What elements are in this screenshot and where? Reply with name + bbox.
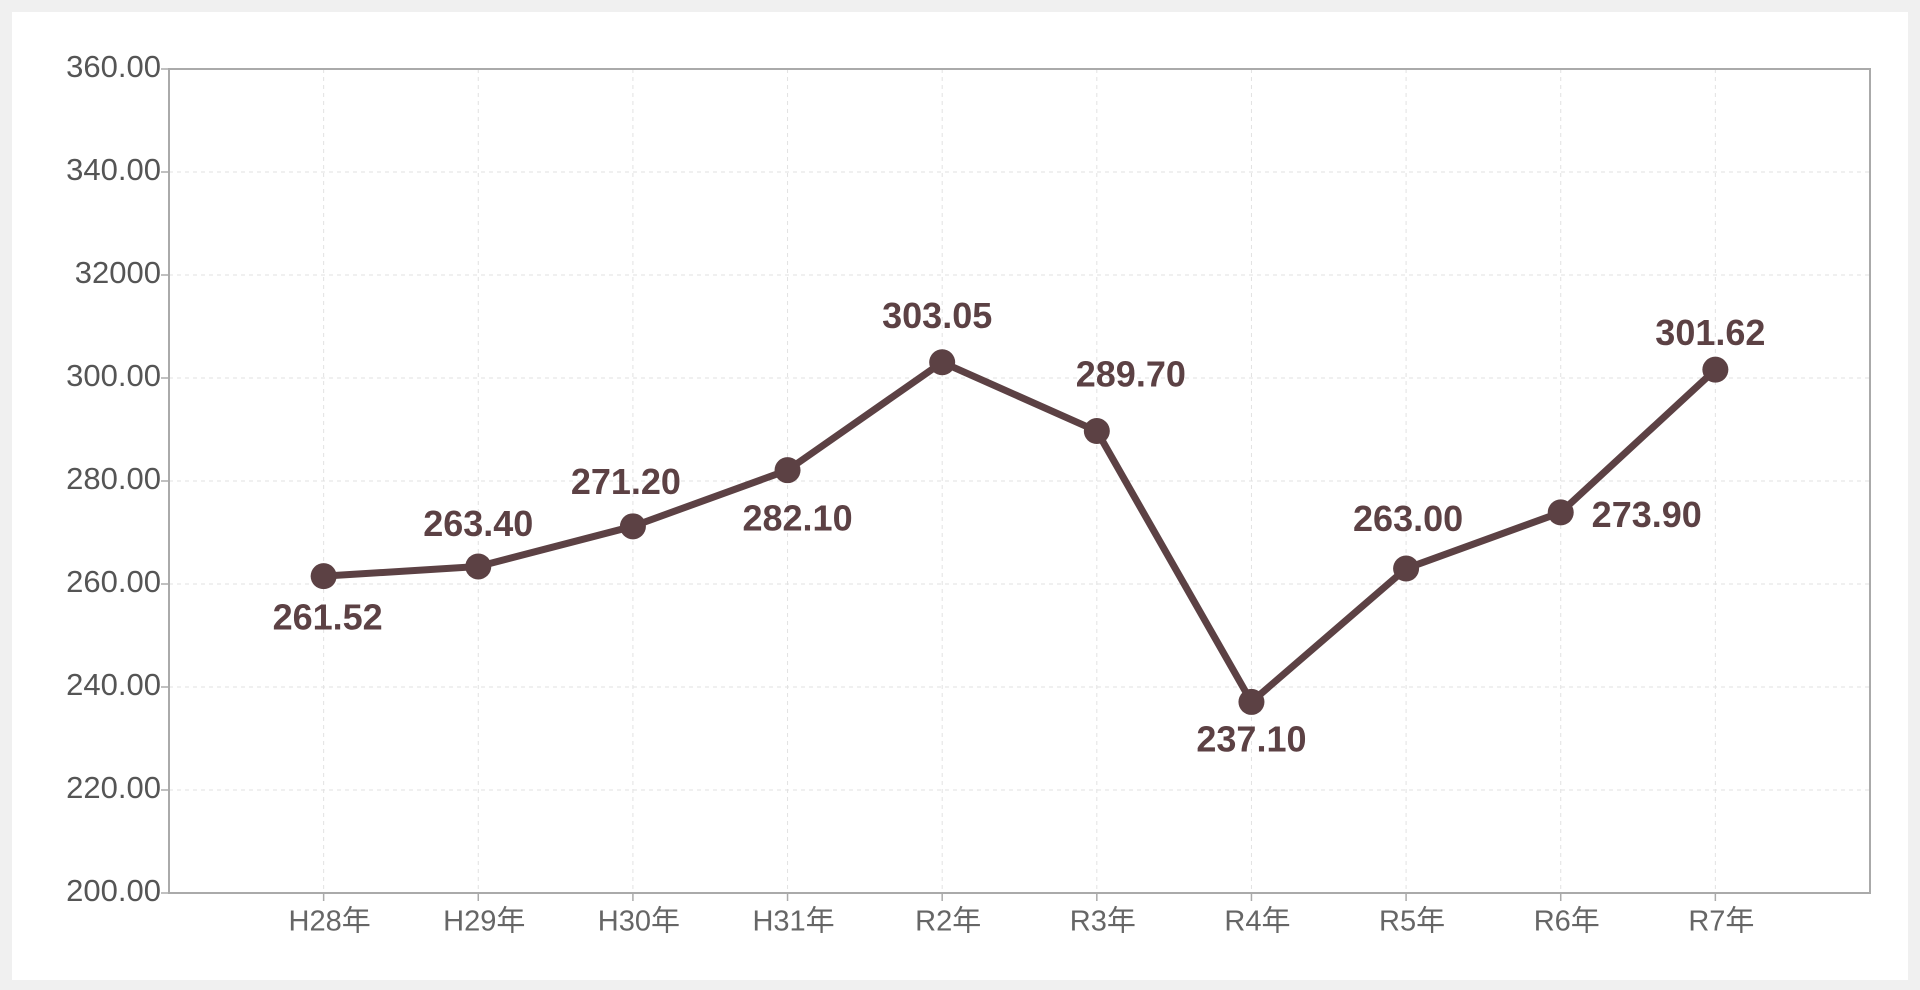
data-label: 263.00 — [1353, 498, 1463, 539]
y-tick-label: 280.00 — [66, 461, 161, 496]
y-tick-label: 32000 — [75, 255, 161, 290]
data-label: 237.10 — [1196, 718, 1306, 759]
point — [465, 553, 492, 580]
data-label: 303.05 — [882, 295, 992, 336]
y-tick-label: 220.00 — [66, 770, 161, 805]
x-tick-label: R4年 — [1224, 905, 1290, 938]
point — [929, 349, 956, 376]
x-tick-label: R3年 — [1070, 905, 1136, 938]
x-tick-label: R2年 — [915, 905, 981, 938]
y-tick-label: 360.00 — [66, 49, 161, 84]
x-tick-label: H31年 — [752, 905, 834, 938]
data-label: 289.70 — [1076, 354, 1186, 395]
x-tick-label: R5年 — [1379, 905, 1445, 938]
chart-panel — [12, 12, 1908, 980]
point — [1083, 418, 1110, 445]
line — [323, 358, 1718, 706]
data-label: 282.10 — [742, 498, 852, 539]
x-tick-label: H28年 — [289, 905, 371, 938]
point — [1547, 499, 1574, 526]
x-tick-label: R6年 — [1534, 905, 1600, 938]
y-tick-label: 260.00 — [66, 564, 161, 599]
x-tick-label: R7年 — [1688, 905, 1754, 938]
y-tick-label: 200.00 — [66, 873, 161, 908]
x-tick-label: H30年 — [598, 905, 680, 938]
data-label: 273.90 — [1592, 494, 1702, 535]
y-tick-label: 300.00 — [66, 358, 161, 393]
data-label: 263.40 — [423, 503, 533, 544]
plot-frame — [168, 68, 1871, 894]
y-tick-label: 340.00 — [66, 152, 161, 187]
data-label: 301.62 — [1655, 312, 1765, 353]
point — [1393, 555, 1420, 582]
data-label: 271.20 — [571, 461, 681, 502]
y-tick-label: 240.00 — [66, 667, 161, 702]
data-label: 261.52 — [273, 597, 383, 638]
point — [774, 457, 801, 484]
point — [1702, 356, 1729, 383]
x-tick-label: H29年 — [443, 905, 525, 938]
point — [619, 513, 646, 540]
point — [1238, 688, 1265, 715]
point — [310, 563, 337, 590]
